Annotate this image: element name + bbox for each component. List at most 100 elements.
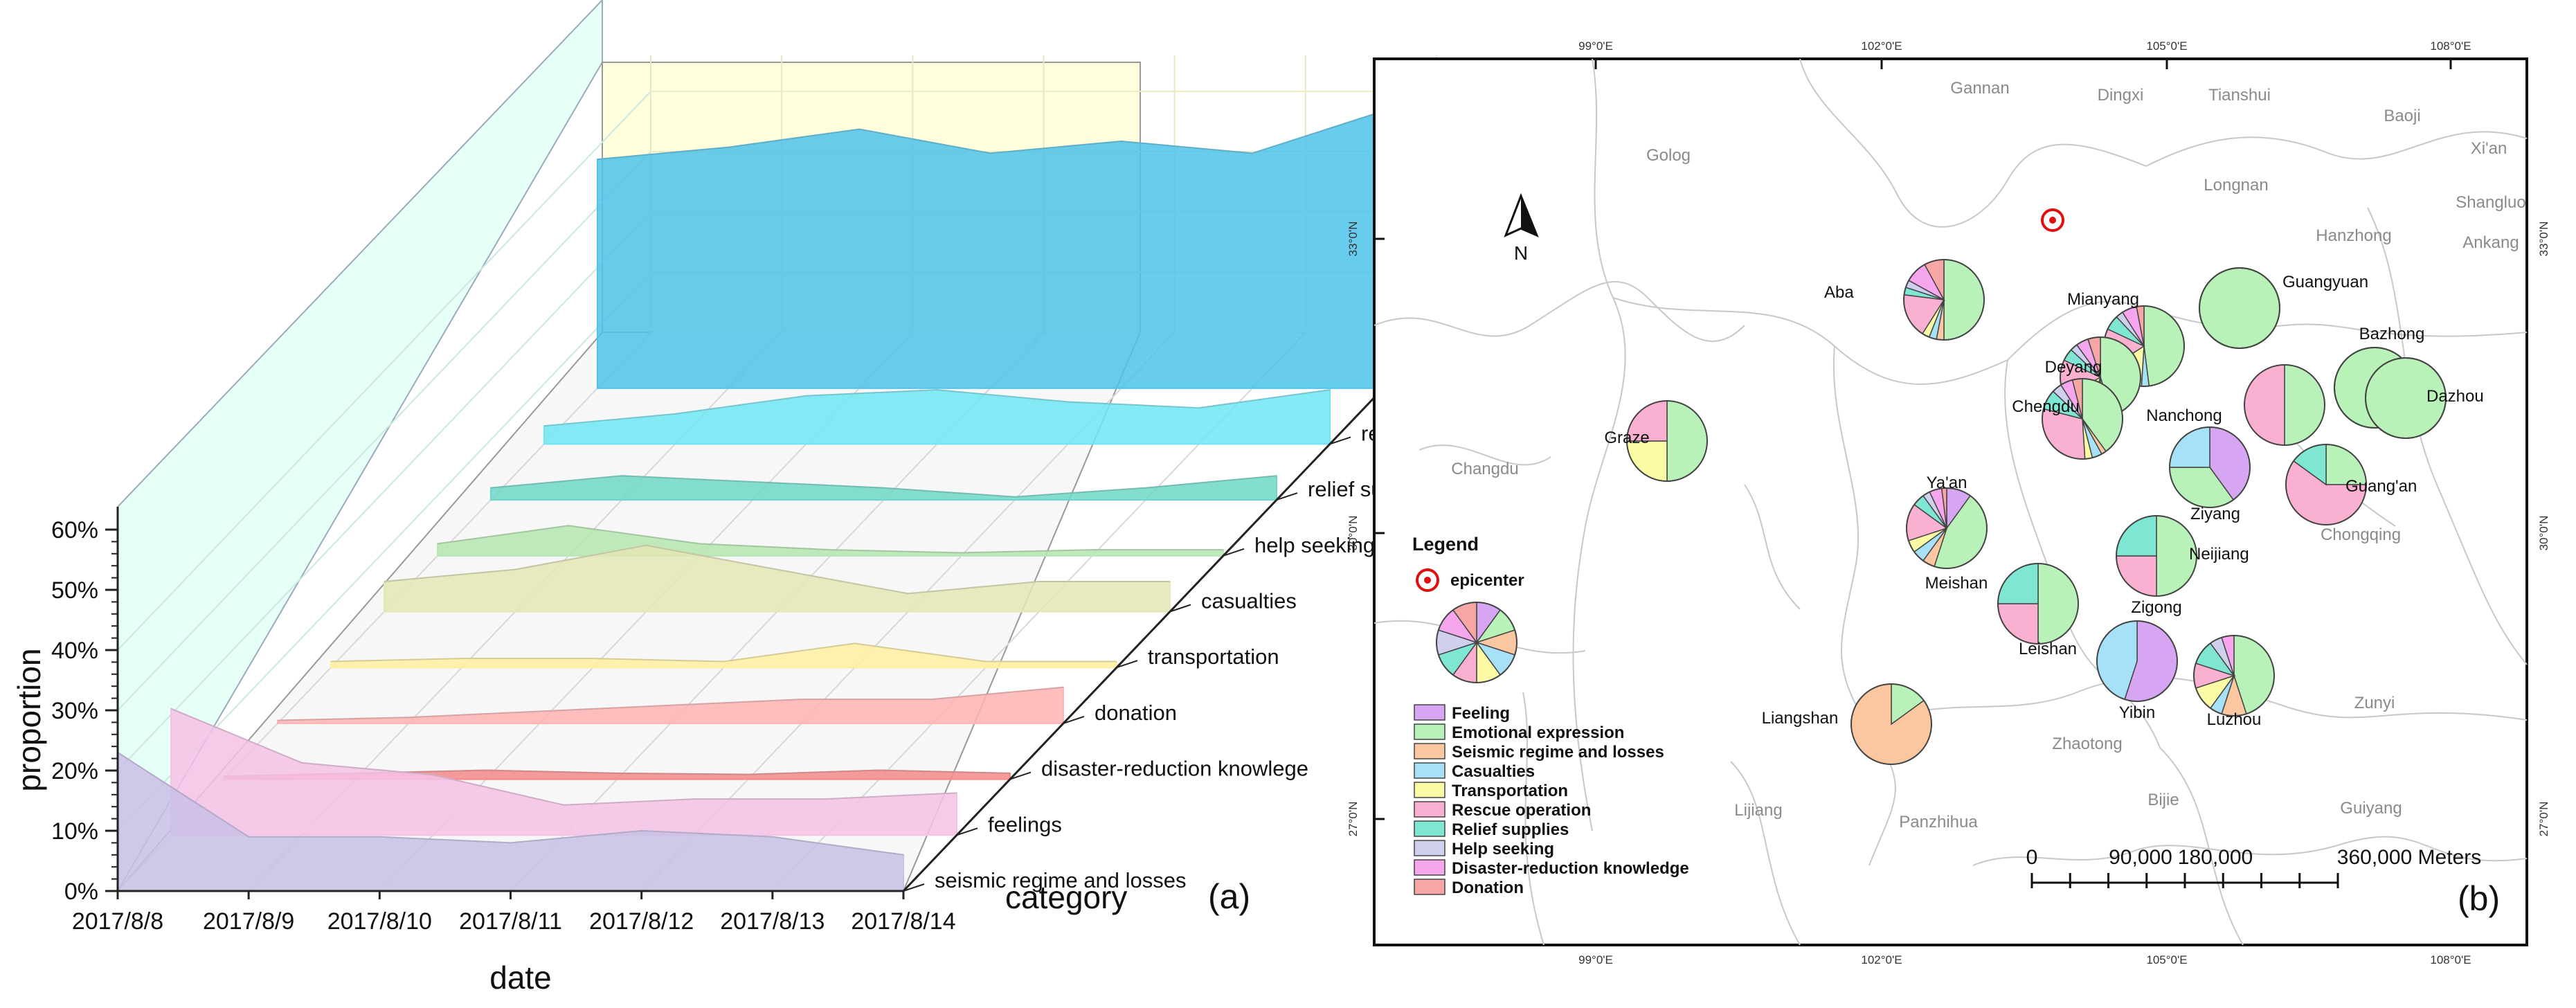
pie-aba bbox=[1903, 259, 1985, 341]
area-seismic-regime-and-losses bbox=[117, 751, 904, 892]
legend-item-label: Seismic regime and losses bbox=[1452, 743, 1664, 762]
pie-outline bbox=[2285, 444, 2367, 525]
x-tick-label: 2017/8/10 bbox=[327, 908, 432, 935]
scale-label: 180,000 bbox=[2178, 846, 2253, 869]
wall-grid-line bbox=[117, 151, 651, 711]
legend-swatch bbox=[1414, 762, 1445, 779]
boundary-line bbox=[1730, 761, 1801, 946]
category-label: feelings bbox=[988, 812, 1062, 836]
lon-label-top: 108°0'E bbox=[2430, 39, 2471, 53]
category-tick bbox=[1116, 660, 1138, 669]
city-label: Nanchong bbox=[2146, 406, 2222, 425]
boundary-line bbox=[1972, 836, 2528, 866]
wall-grid-line bbox=[117, 91, 651, 651]
legend-swatch bbox=[1414, 782, 1445, 798]
lon-label-top: 102°0'E bbox=[1861, 39, 1902, 53]
region-label: Dingxi bbox=[2098, 86, 2144, 105]
area-edge-line bbox=[330, 642, 1117, 663]
pie-outline bbox=[1997, 563, 2079, 645]
legend-swatch bbox=[1414, 723, 1445, 740]
category-tick bbox=[1169, 604, 1191, 613]
area-edge-line bbox=[543, 389, 1331, 427]
lon-label-bottom: 102°0'E bbox=[1861, 953, 1902, 966]
epicenter-marker bbox=[2041, 208, 2064, 232]
boundary-line bbox=[2159, 747, 2244, 946]
pie-outline bbox=[2365, 357, 2447, 439]
legend-item-label: Transportation bbox=[1452, 782, 1568, 800]
pie-outline bbox=[1906, 487, 1988, 569]
area-edge-line bbox=[277, 686, 1064, 721]
pie-guang-an bbox=[2285, 444, 2367, 525]
region-label: Chongqing bbox=[2321, 525, 2401, 544]
scale-label: 360,000 Meters bbox=[2337, 846, 2481, 869]
panel-b-map: 99°0'E 99°0'E 102°0'E 102°0'E 105°0'E 105°0'E… bbox=[1346, 39, 2550, 966]
lat-label-right: 27°0'N bbox=[2537, 802, 2550, 837]
panel-label-b: (b) bbox=[2458, 879, 2500, 918]
x-tick-label: 2017/8/11 bbox=[459, 908, 562, 935]
category-label: disaster-reduction knowlege bbox=[1041, 757, 1308, 781]
city-label: Ziyang bbox=[2190, 505, 2240, 523]
y-axis-ticks: 0% 10% 20% 30% 40% 50% 60% bbox=[51, 507, 119, 905]
city-label: Aba bbox=[1824, 283, 1854, 302]
boundary-line bbox=[1744, 484, 1801, 610]
scale-label: 0 bbox=[2026, 846, 2038, 869]
pie-outline bbox=[2169, 426, 2251, 508]
area-transportation bbox=[330, 642, 1117, 669]
boundary-line bbox=[1418, 444, 1551, 466]
pie-outline bbox=[1436, 602, 1517, 683]
city-label: Ya'an bbox=[1927, 474, 1967, 492]
region-label: Bijie bbox=[2147, 791, 2179, 809]
region-label: Baoji bbox=[2384, 107, 2420, 125]
legend-item-label: Relief supplies bbox=[1452, 820, 1569, 839]
pie-outline bbox=[2193, 635, 2275, 717]
wall-grid-line bbox=[117, 211, 651, 771]
legend-title: Legend bbox=[1412, 534, 1479, 555]
region-label: Shangluo bbox=[2456, 193, 2525, 212]
legend-swatch bbox=[1414, 859, 1445, 876]
pie-ya-an bbox=[1906, 487, 1988, 569]
boundary-line bbox=[1799, 58, 2147, 228]
category-tick bbox=[1063, 715, 1085, 724]
y-tick-label: 20% bbox=[51, 758, 98, 784]
x-tick-label: 2017/8/13 bbox=[720, 908, 825, 935]
y-axis-title: proportion bbox=[11, 648, 47, 791]
category-label: help seeking bbox=[1254, 533, 1375, 557]
legend-swatch bbox=[1414, 801, 1445, 818]
area-edge-line bbox=[437, 525, 1223, 554]
lon-label-bottom: 99°0'E bbox=[1578, 953, 1613, 966]
legend-item-label: Rescue operation bbox=[1452, 801, 1591, 820]
city-label: Dazhou bbox=[2426, 387, 2484, 406]
area-relief-supplies bbox=[490, 475, 1277, 501]
z-axis-title: category bbox=[1005, 879, 1127, 915]
administrative-boundaries bbox=[1373, 58, 2528, 946]
category-tick bbox=[956, 827, 978, 836]
lon-label-top: 105°0'E bbox=[2146, 39, 2187, 53]
legend-swatch bbox=[1414, 743, 1445, 759]
area-feelings bbox=[170, 708, 957, 836]
x-tick-label: 2017/8/8 bbox=[72, 908, 163, 935]
x-axis-title: date bbox=[489, 960, 552, 996]
north-label: N bbox=[1514, 242, 1528, 264]
legend-item-label: Donation bbox=[1452, 879, 1524, 897]
region-label: Zhaotong bbox=[2052, 735, 2122, 753]
city-label: Neijiang bbox=[2189, 545, 2249, 564]
city-label: Guangyuan bbox=[2282, 273, 2368, 291]
pie-leishan bbox=[1997, 563, 2079, 645]
region-label: Ankang bbox=[2462, 233, 2519, 252]
north-arrow: N bbox=[1504, 192, 1539, 264]
area-donation bbox=[277, 686, 1064, 724]
city-label: Zigong bbox=[2131, 598, 2181, 617]
legend-item-label: Disaster-reduction knowledge bbox=[1452, 859, 1689, 878]
pie-guangyuan bbox=[2199, 267, 2280, 349]
region-label: Guiyang bbox=[2340, 799, 2402, 818]
x-tick-label: 2017/8/12 bbox=[589, 908, 694, 935]
pie-chengdu bbox=[2042, 378, 2123, 460]
legend-swatch bbox=[1414, 879, 1445, 895]
city-label: Graze bbox=[1604, 429, 1649, 447]
area-edge-line bbox=[170, 708, 957, 806]
boundary-line bbox=[1572, 58, 1626, 831]
scale-label: 90,000 bbox=[2109, 846, 2172, 869]
pie-outline bbox=[2116, 515, 2197, 597]
region-label: Hanzhong bbox=[2316, 226, 2391, 245]
region-label: Lijiang bbox=[1734, 801, 1782, 820]
